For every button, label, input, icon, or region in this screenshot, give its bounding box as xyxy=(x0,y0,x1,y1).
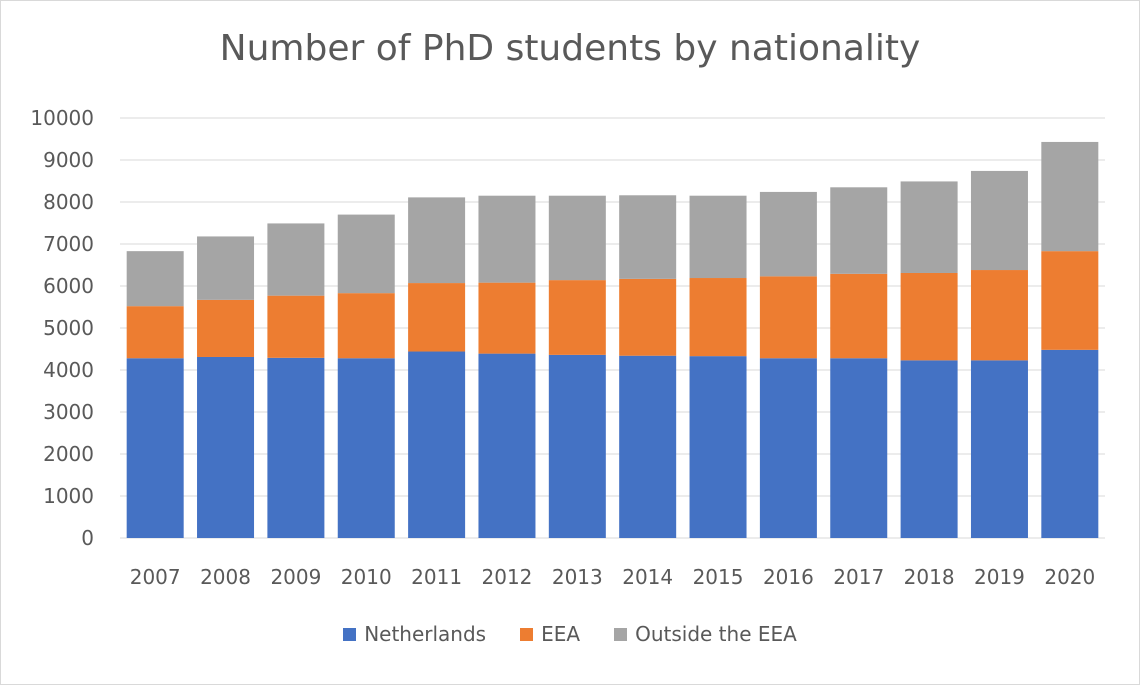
bar-2007-outside-the-eea xyxy=(126,251,184,307)
y-tick-label: 9000 xyxy=(43,148,94,172)
bar-2018-eea xyxy=(900,272,958,361)
y-tick-label: 2000 xyxy=(43,442,94,466)
bar-2011-outside-the-eea xyxy=(408,197,466,284)
bar-2017-eea xyxy=(830,273,888,359)
bar-2015-outside-the-eea xyxy=(689,195,747,279)
bar-2017-outside-the-eea xyxy=(830,187,888,274)
x-tick-label: 2020 xyxy=(1044,565,1095,589)
chart-title: Number of PhD students by nationality xyxy=(219,28,921,69)
bar-2008-netherlands xyxy=(197,356,255,538)
x-tick-label: 2012 xyxy=(482,565,533,589)
bar-2015-netherlands xyxy=(689,356,747,538)
bars xyxy=(126,141,1099,538)
bar-2013-outside-the-eea xyxy=(548,195,606,281)
y-tick-label: 7000 xyxy=(43,232,94,256)
legend-item-netherlands: Netherlands xyxy=(343,622,486,646)
y-tick-label: 5000 xyxy=(43,316,94,340)
bar-2010-outside-the-eea xyxy=(337,214,395,294)
bar-2009-outside-the-eea xyxy=(267,223,325,296)
bar-2018-outside-the-eea xyxy=(900,181,958,273)
legend-item-outside-the-eea: Outside the EEA xyxy=(614,622,797,646)
bar-2019-eea xyxy=(970,270,1028,361)
x-tick-label: 2013 xyxy=(552,565,603,589)
legend-label: Outside the EEA xyxy=(635,622,797,646)
x-tick-label: 2008 xyxy=(200,565,251,589)
bar-2007-netherlands xyxy=(126,358,184,538)
bar-2020-eea xyxy=(1041,251,1099,350)
bar-2016-outside-the-eea xyxy=(759,191,817,277)
x-tick-label: 2010 xyxy=(341,565,392,589)
y-tick-label: 6000 xyxy=(43,274,94,298)
legend-item-eea: EEA xyxy=(520,622,580,646)
bar-2008-eea xyxy=(197,299,255,357)
x-tick-label: 2009 xyxy=(270,565,321,589)
bar-2013-eea xyxy=(548,280,606,355)
bar-2012-netherlands xyxy=(478,353,536,538)
bar-2014-outside-the-eea xyxy=(619,195,677,279)
bar-2014-netherlands xyxy=(619,355,677,538)
bar-2009-netherlands xyxy=(267,357,325,538)
bar-2020-netherlands xyxy=(1041,349,1099,538)
y-tick-label: 10000 xyxy=(30,106,94,130)
bar-2009-eea xyxy=(267,295,325,358)
y-tick-label: 8000 xyxy=(43,190,94,214)
bar-2011-eea xyxy=(408,283,466,352)
x-tick-label: 2016 xyxy=(763,565,814,589)
y-tick-label: 1000 xyxy=(43,484,94,508)
legend-swatch xyxy=(520,627,534,641)
bar-2011-netherlands xyxy=(408,351,466,538)
legend-swatch xyxy=(614,627,628,641)
x-tick-label: 2007 xyxy=(130,565,181,589)
x-tick-label: 2018 xyxy=(904,565,955,589)
bar-2008-outside-the-eea xyxy=(197,236,255,300)
x-tick-label: 2011 xyxy=(411,565,462,589)
x-axis-ticks: 2007 2008 2009 2010 2011 2012 2013 2014 2015 2016… xyxy=(130,565,1096,589)
x-tick-label: 2017 xyxy=(833,565,884,589)
bar-2019-outside-the-eea xyxy=(970,170,1028,271)
legend-label: Netherlands xyxy=(364,622,487,646)
x-tick-label: 2014 xyxy=(622,565,673,589)
bar-2015-eea xyxy=(689,278,747,357)
bar-2010-eea xyxy=(337,293,395,359)
bar-2012-outside-the-eea xyxy=(478,195,536,283)
y-tick-label: 0 xyxy=(81,526,94,550)
bar-2019-netherlands xyxy=(970,360,1028,538)
bar-2014-eea xyxy=(619,278,677,356)
x-tick-label: 2019 xyxy=(974,565,1025,589)
bar-2020-outside-the-eea xyxy=(1041,141,1099,252)
y-tick-label: 4000 xyxy=(43,358,94,382)
bar-2010-netherlands xyxy=(337,358,395,538)
bar-2012-eea xyxy=(478,282,536,354)
y-tick-label: 3000 xyxy=(43,400,94,424)
bar-2016-netherlands xyxy=(759,358,817,538)
bar-2007-eea xyxy=(126,306,184,359)
legend: Netherlands EEA Outside the EEA xyxy=(0,622,1140,646)
bar-2016-eea xyxy=(759,276,817,359)
bar-2017-netherlands xyxy=(830,358,888,538)
y-axis-ticks: 0 1000 2000 3000 4000 5000 6000 7000 8000 9000 100… xyxy=(30,106,94,550)
legend-label: EEA xyxy=(541,622,581,646)
x-tick-label: 2015 xyxy=(693,565,744,589)
legend-swatch xyxy=(343,627,357,641)
bar-2018-netherlands xyxy=(900,360,958,538)
bar-2013-netherlands xyxy=(548,354,606,538)
